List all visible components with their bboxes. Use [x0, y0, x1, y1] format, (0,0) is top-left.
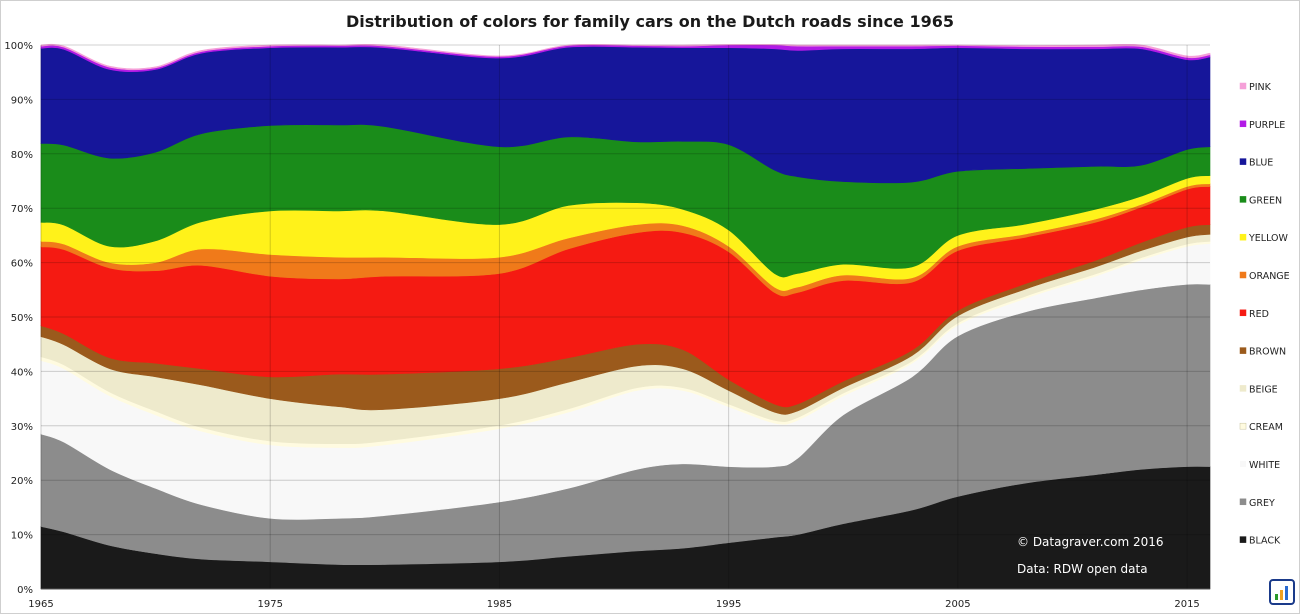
legend-label-red: RED — [1249, 309, 1269, 320]
x-tick-label: 1975 — [257, 599, 282, 610]
y-tick-label: 30% — [11, 422, 33, 433]
legend-label-orange: ORANGE — [1249, 271, 1290, 282]
y-tick-label: 70% — [11, 204, 33, 215]
data-source-note: Data: RDW open data — [1017, 562, 1148, 576]
legend-swatch-brown — [1239, 347, 1247, 354]
area-layers — [40, 43, 1211, 590]
gridlines — [40, 44, 1210, 590]
legend-label-green: GREEN — [1249, 195, 1282, 206]
x-tick-label: 2015 — [1174, 599, 1199, 610]
legend-swatch-red — [1239, 309, 1247, 317]
x-tick-label: 2005 — [945, 599, 970, 610]
y-tick-label: 0% — [17, 585, 33, 596]
y-tick-label: 10% — [11, 531, 33, 542]
y-tick-label: 100% — [4, 41, 33, 52]
y-tick-label: 80% — [11, 150, 33, 161]
legend-label-brown: BROWN — [1249, 347, 1286, 358]
y-tick-label: 20% — [11, 476, 33, 487]
datagraver-logo — [1269, 579, 1295, 605]
legend-swatch-blue — [1239, 158, 1247, 165]
y-tick-label: 90% — [11, 95, 33, 106]
legend-label-cream: CREAM — [1249, 422, 1283, 433]
y-tick-label: 40% — [11, 367, 33, 378]
legend-label-beige: BEIGE — [1249, 384, 1278, 395]
legend-swatch-purple — [1239, 120, 1247, 128]
legend-label-purple: PURPLE — [1249, 120, 1285, 131]
copyright-note: © Datagraver.com 2016 — [1017, 535, 1163, 549]
legend-swatch-grey — [1239, 498, 1247, 506]
legend-swatch-yellow — [1239, 233, 1247, 241]
x-axis: 1965 1975 1985 1995 2005 2015 — [28, 599, 1200, 610]
y-tick-label: 60% — [11, 259, 33, 270]
legend: PINK PURPLE BLUE GREEN YELLOW ORANGE RED BROWN B… — [1239, 82, 1290, 547]
legend-swatch-white — [1240, 461, 1246, 467]
legend-label-pink: PINK — [1249, 82, 1272, 93]
legend-swatch-black — [1239, 536, 1247, 543]
legend-label-blue: BLUE — [1249, 158, 1273, 169]
x-tick-label: 1995 — [716, 599, 741, 610]
y-tick-label: 50% — [11, 313, 33, 324]
x-tick-label: 1965 — [28, 599, 53, 610]
legend-label-white: WHITE — [1249, 460, 1280, 471]
legend-swatch-orange — [1239, 271, 1247, 279]
x-tick-label: 1985 — [487, 599, 512, 610]
legend-swatch-green — [1239, 196, 1247, 203]
legend-swatch-cream — [1239, 422, 1247, 430]
chart-title: Distribution of colors for family cars o… — [346, 12, 954, 31]
y-axis: 0% 10% 20% 30% 40% 50% 60% 70% 80% 90% 100% — [4, 41, 33, 596]
legend-label-grey: GREY — [1249, 498, 1275, 509]
legend-label-black: BLACK — [1249, 536, 1281, 547]
area-pink — [40, 43, 1211, 71]
legend-swatch-beige — [1239, 385, 1247, 392]
legend-swatch-pink — [1239, 82, 1247, 90]
legend-label-yellow: YELLOW — [1248, 233, 1289, 244]
